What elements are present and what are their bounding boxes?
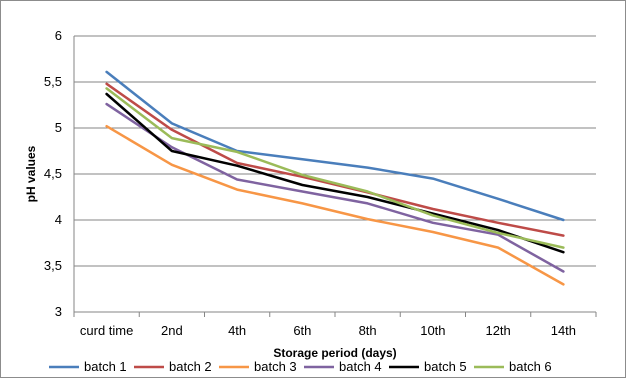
x-tick-label: 8th: [359, 323, 377, 338]
legend-label: batch 5: [424, 359, 467, 374]
y-tick-label: 3: [55, 304, 62, 319]
gridlines: [73, 35, 597, 317]
legend-label: batch 1: [84, 359, 127, 374]
legend-label: batch 3: [254, 359, 297, 374]
legend-label: batch 4: [339, 359, 382, 374]
series-line: [105, 92, 565, 254]
y-tick-label: 3,5: [44, 258, 62, 273]
x-tick-label: 4th: [228, 323, 246, 338]
legend-label: batch 2: [169, 359, 212, 374]
y-tick-label: 5,5: [44, 74, 62, 89]
x-tick-label: 2nd: [161, 323, 183, 338]
series-line: [105, 70, 565, 222]
x-axis-title: Storage period (days): [273, 346, 396, 360]
x-tick-label: 10th: [420, 323, 445, 338]
y-tick-label: 6: [55, 28, 62, 43]
x-tick-labels: curd time 2nd 4th 6th 8th 10th 12th 14th: [80, 323, 576, 338]
y-tick-label: 4: [55, 212, 62, 227]
legend: batch 1 batch 2 batch 3 batch 4 batch 5 batch…: [49, 359, 552, 374]
series-line: [105, 82, 565, 237]
x-tick-label: 12th: [485, 323, 510, 338]
legend-label: batch 6: [509, 359, 552, 374]
y-tick-label: 4,5: [44, 166, 62, 181]
series-line: [105, 124, 565, 286]
x-tick-label: 6th: [293, 323, 311, 338]
series-line: [105, 87, 565, 249]
y-tick-label: 5: [55, 120, 62, 135]
x-tick-label: 14th: [551, 323, 576, 338]
series-lines: [105, 70, 565, 286]
y-axis-title: pH values: [24, 145, 38, 202]
x-tick-label: curd time: [80, 323, 133, 338]
y-tick-labels: 3 3,5 4 4,5 5 5,5 6: [44, 28, 62, 319]
